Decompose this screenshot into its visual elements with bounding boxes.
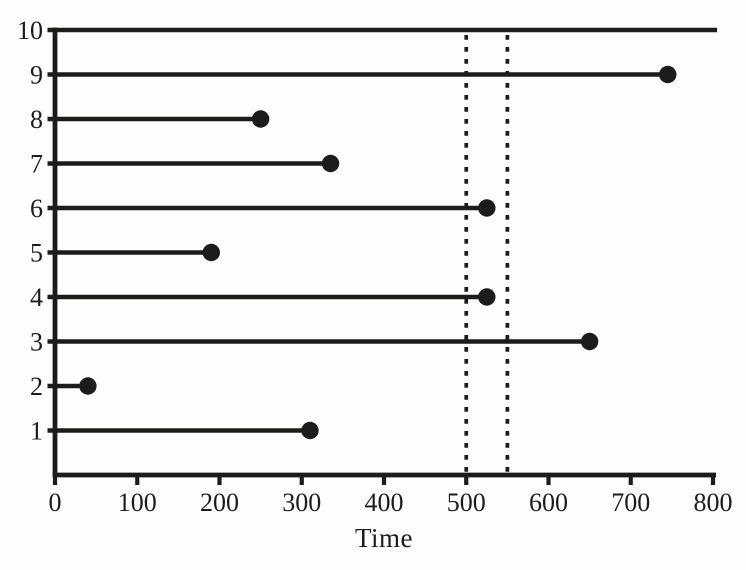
y-tick-label: 5 [30, 239, 43, 268]
row-marker [301, 421, 319, 440]
row-marker [202, 243, 220, 262]
row-marker [79, 377, 97, 395]
y-tick-label: 9 [30, 61, 43, 90]
row-marker [478, 288, 496, 306]
y-tick-label: 1 [30, 417, 43, 446]
row-marker [580, 332, 599, 351]
x-tick-label: 500 [447, 488, 486, 517]
y-tick-label: 3 [30, 328, 43, 357]
y-tick-label: 7 [30, 150, 43, 179]
row-marker [478, 199, 496, 217]
row-marker [321, 154, 340, 173]
x-tick-label: 400 [365, 488, 404, 517]
y-tick-label: 2 [30, 372, 43, 401]
row-marker [251, 110, 270, 128]
y-tick-label: 4 [30, 283, 43, 312]
x-tick-label: 700 [611, 488, 650, 517]
x-tick-label: 200 [200, 488, 239, 517]
x-axis-title: Time [354, 523, 414, 553]
x-tick-label: 100 [118, 488, 157, 517]
y-tick-label: 6 [30, 194, 43, 223]
x-tick-label: 300 [282, 488, 321, 517]
x-tick-label: 0 [49, 488, 62, 517]
x-tick-label: 600 [529, 488, 568, 517]
row-marker [659, 65, 677, 84]
x-tick-label: 800 [694, 488, 733, 517]
y-tick-label: 10 [17, 16, 43, 45]
y-tick-label: 8 [30, 105, 43, 134]
